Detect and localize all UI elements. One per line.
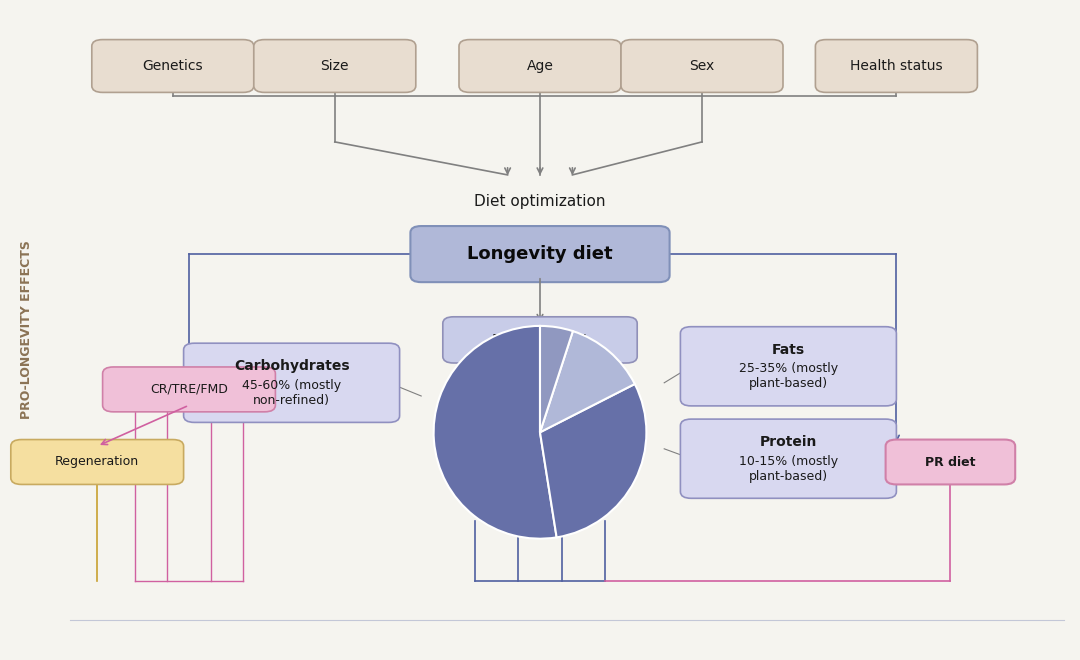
Text: 45-60% (mostly
non-refined): 45-60% (mostly non-refined) [242, 379, 341, 407]
Text: 25-35% (mostly
plant-based): 25-35% (mostly plant-based) [739, 362, 838, 390]
Text: PR diet: PR diet [926, 455, 975, 469]
Text: Protein: Protein [759, 435, 818, 449]
Text: Everyday diet: Everyday diet [491, 333, 589, 347]
FancyBboxPatch shape [103, 367, 275, 412]
Text: Regeneration: Regeneration [55, 455, 139, 469]
FancyBboxPatch shape [11, 440, 184, 484]
FancyBboxPatch shape [459, 40, 621, 92]
FancyBboxPatch shape [680, 419, 896, 498]
FancyBboxPatch shape [410, 226, 670, 282]
Text: Diet optimization: Diet optimization [474, 194, 606, 209]
Text: CR/TRE/FMD: CR/TRE/FMD [150, 383, 228, 396]
FancyBboxPatch shape [621, 40, 783, 92]
FancyBboxPatch shape [886, 440, 1015, 484]
Text: Health status: Health status [850, 59, 943, 73]
FancyBboxPatch shape [254, 40, 416, 92]
Text: Carbohydrates: Carbohydrates [233, 359, 350, 374]
Text: Genetics: Genetics [143, 59, 203, 73]
FancyBboxPatch shape [92, 40, 254, 92]
Text: 10-15% (mostly
plant-based): 10-15% (mostly plant-based) [739, 455, 838, 482]
Text: Longevity diet: Longevity diet [468, 245, 612, 263]
FancyBboxPatch shape [443, 317, 637, 363]
FancyBboxPatch shape [184, 343, 400, 422]
Text: Sex: Sex [689, 59, 715, 73]
FancyBboxPatch shape [815, 40, 977, 92]
Text: Age: Age [527, 59, 553, 73]
FancyBboxPatch shape [680, 327, 896, 406]
Text: Fats: Fats [772, 343, 805, 357]
Text: Size: Size [321, 59, 349, 73]
Text: PRO-LONGEVITY EFFECTS: PRO-LONGEVITY EFFECTS [21, 240, 33, 420]
